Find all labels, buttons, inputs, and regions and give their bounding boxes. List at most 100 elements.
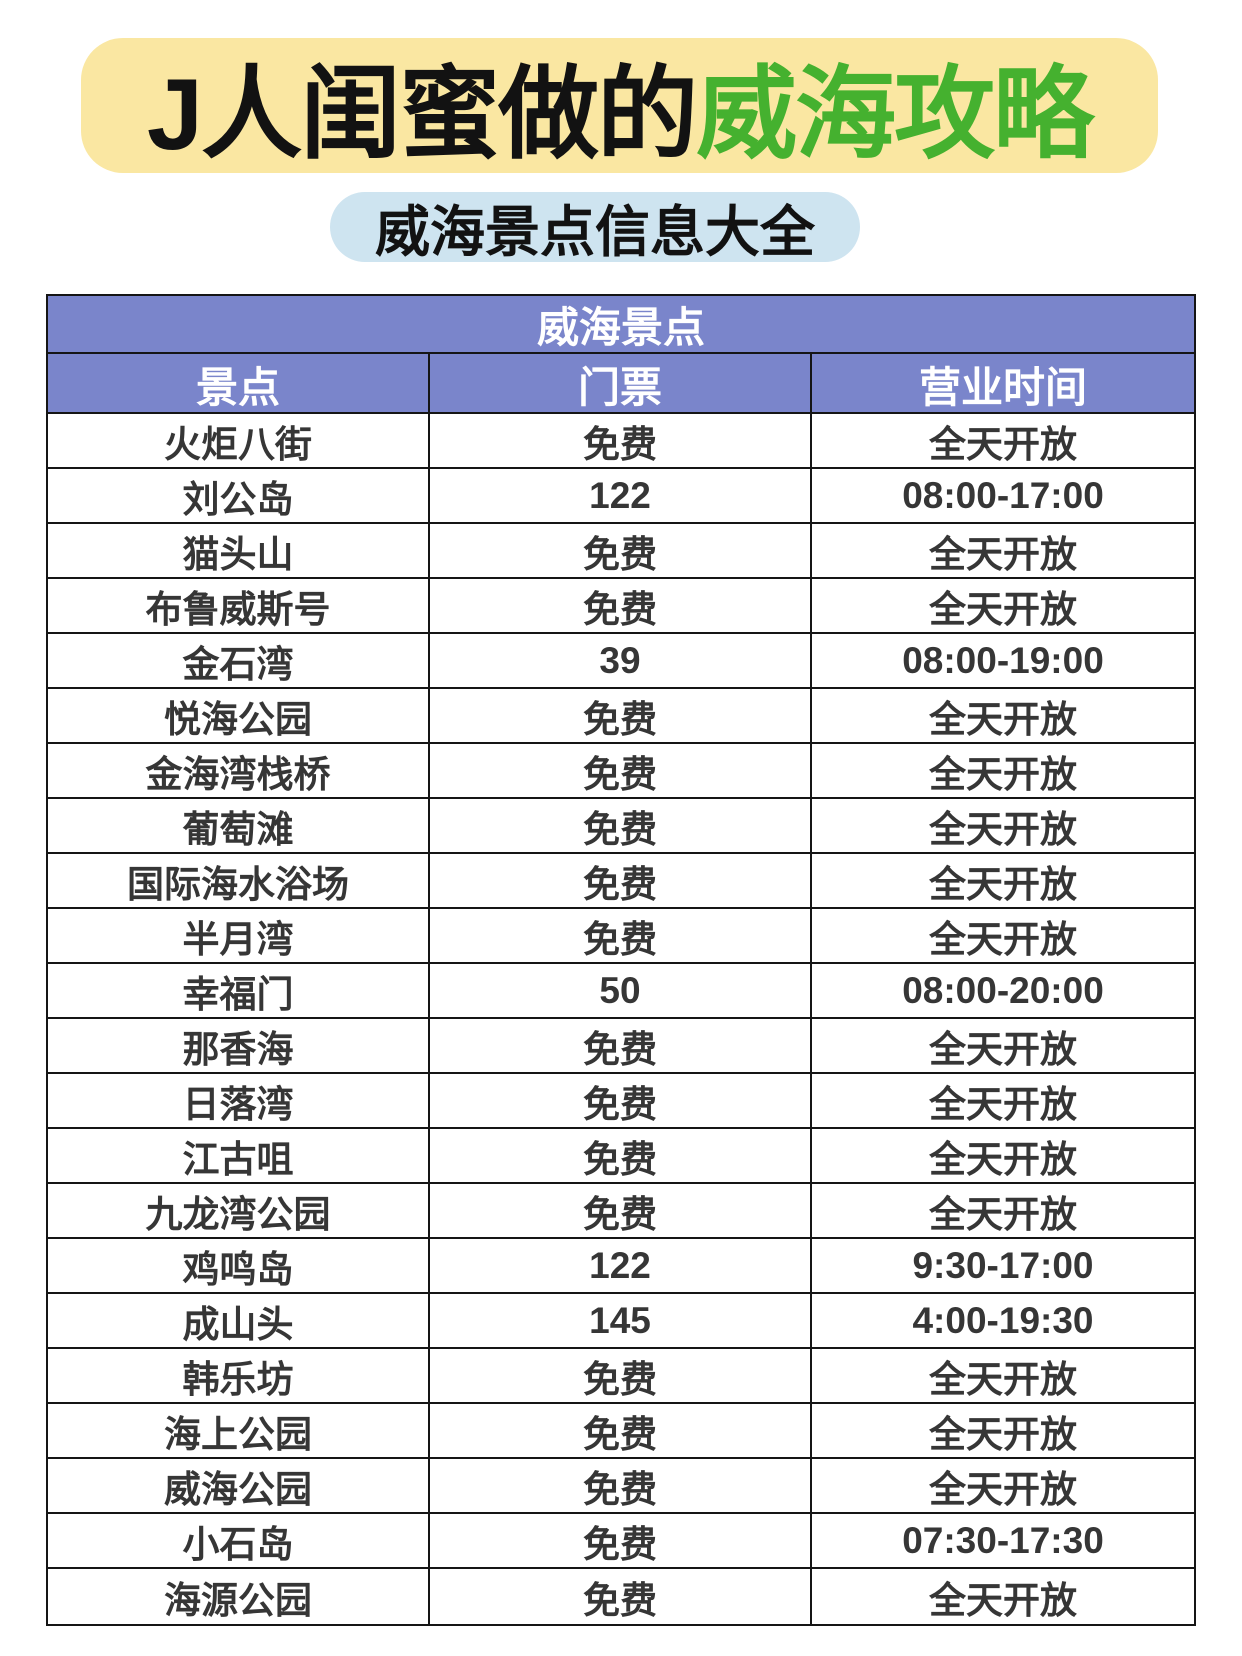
cell-hours: 全天开放 [929, 1579, 1077, 1621]
cell-hours: 全天开放 [929, 1469, 1077, 1510]
cell-hours: 9:30-17:00 [912, 1245, 1094, 1286]
cell-attraction: 成山头 [48, 1294, 430, 1348]
table-title: 威海景点 [48, 296, 1194, 354]
page-title-banner: J人闺蜜做的威海攻略 [81, 38, 1158, 173]
cell-attraction: 火炬八街 [48, 414, 430, 468]
table-row: 国际海水浴场 免费 全天开放 [48, 854, 1194, 909]
table-row: 韩乐坊 免费 全天开放 [48, 1349, 1194, 1404]
cell-hours: 4:00-19:30 [912, 1300, 1094, 1341]
cell-ticket: 50 [430, 964, 812, 1018]
table-row: 鸡鸣岛 122 9:30-17:00 [48, 1239, 1194, 1294]
cell-attraction: 刘公岛 [48, 469, 430, 523]
cell-ticket: 免费 [430, 689, 812, 743]
table-row: 小石岛 免费 07:30-17:30 [48, 1514, 1194, 1569]
cell-hours: 全天开放 [929, 589, 1077, 630]
cell-ticket: 39 [430, 634, 812, 688]
attractions-table: 威海景点 景点 门票 营业时间 火炬八街 免费 全天开放 刘公岛 122 08:00-17… [46, 294, 1196, 1626]
cell-attraction: 悦海公园 [48, 689, 430, 743]
cell-hours: 全天开放 [929, 809, 1077, 850]
table-row: 刘公岛 122 08:00-17:00 [48, 469, 1194, 524]
cell-hours: 08:00-20:00 [902, 970, 1104, 1011]
table-row: 幸福门 50 08:00-20:00 [48, 964, 1194, 1019]
cell-attraction: 布鲁威斯号 [48, 579, 430, 633]
cell-hours: 全天开放 [929, 919, 1077, 960]
page-title-prefix: J人闺蜜做的 [146, 58, 698, 171]
cell-attraction: 日落湾 [48, 1074, 430, 1128]
page-subtitle: 威海景点信息大全 [330, 192, 860, 263]
cell-ticket: 免费 [430, 854, 812, 908]
cell-ticket: 免费 [430, 524, 812, 578]
cell-hours: 全天开放 [929, 1194, 1077, 1235]
table-row: 葡萄滩 免费 全天开放 [48, 799, 1194, 854]
cell-ticket: 免费 [430, 1404, 812, 1458]
column-header-ticket: 门票 [430, 354, 812, 415]
cell-attraction: 海上公园 [48, 1404, 430, 1458]
cell-attraction: 葡萄滩 [48, 799, 430, 853]
cell-ticket: 122 [430, 469, 812, 523]
cell-attraction: 金海湾栈桥 [48, 744, 430, 798]
cell-ticket: 免费 [430, 799, 812, 853]
cell-hours: 全天开放 [929, 699, 1077, 740]
table-row: 悦海公园 免费 全天开放 [48, 689, 1194, 744]
cell-hours: 全天开放 [929, 1029, 1077, 1070]
cell-hours: 全天开放 [929, 754, 1077, 795]
cell-attraction: 小石岛 [48, 1514, 430, 1568]
cell-ticket: 122 [430, 1239, 812, 1293]
cell-ticket: 免费 [430, 414, 812, 468]
cell-hours: 全天开放 [929, 1139, 1077, 1180]
table-row: 海源公园 免费 全天开放 [48, 1569, 1194, 1624]
cell-hours: 全天开放 [929, 1359, 1077, 1400]
cell-hours: 全天开放 [929, 864, 1077, 905]
cell-attraction: 猫头山 [48, 524, 430, 578]
cell-attraction: 鸡鸣岛 [48, 1239, 430, 1293]
table-row: 海上公园 免费 全天开放 [48, 1404, 1194, 1459]
table-row: 九龙湾公园 免费 全天开放 [48, 1184, 1194, 1239]
table-row: 成山头 145 4:00-19:30 [48, 1294, 1194, 1349]
cell-attraction: 江古咀 [48, 1129, 430, 1183]
cell-ticket: 145 [430, 1294, 812, 1348]
cell-ticket: 免费 [430, 1184, 812, 1238]
table-row: 日落湾 免费 全天开放 [48, 1074, 1194, 1129]
cell-ticket: 免费 [430, 1019, 812, 1073]
cell-hours: 全天开放 [929, 1414, 1077, 1455]
cell-ticket: 免费 [430, 579, 812, 633]
cell-ticket: 免费 [430, 1074, 812, 1128]
cell-ticket: 免费 [430, 1514, 812, 1568]
cell-ticket: 免费 [430, 1459, 812, 1513]
table-row: 金海湾栈桥 免费 全天开放 [48, 744, 1194, 799]
cell-ticket: 免费 [430, 744, 812, 798]
cell-hours: 全天开放 [929, 534, 1077, 575]
column-header-attraction: 景点 [48, 354, 430, 415]
cell-ticket: 免费 [430, 1349, 812, 1403]
table-row: 布鲁威斯号 免费 全天开放 [48, 579, 1194, 634]
cell-attraction: 韩乐坊 [48, 1349, 430, 1403]
page-title: J人闺蜜做的威海攻略 [146, 33, 1094, 179]
table-row: 金石湾 39 08:00-19:00 [48, 634, 1194, 689]
cell-ticket: 免费 [430, 1129, 812, 1183]
cell-attraction: 威海公园 [48, 1459, 430, 1513]
cell-ticket: 免费 [430, 1569, 812, 1624]
cell-attraction: 国际海水浴场 [48, 854, 430, 908]
cell-ticket: 免费 [430, 909, 812, 963]
cell-attraction: 幸福门 [48, 964, 430, 1018]
cell-attraction: 半月湾 [48, 909, 430, 963]
table-row: 威海公园 免费 全天开放 [48, 1459, 1194, 1514]
table-row: 江古咀 免费 全天开放 [48, 1129, 1194, 1184]
table-row: 那香海 免费 全天开放 [48, 1019, 1194, 1074]
cell-attraction: 海源公园 [48, 1569, 430, 1624]
table-row: 火炬八街 免费 全天开放 [48, 414, 1194, 469]
cell-hours: 07:30-17:30 [902, 1520, 1104, 1561]
table-row: 猫头山 免费 全天开放 [48, 524, 1194, 579]
cell-hours: 全天开放 [929, 424, 1077, 465]
cell-attraction: 金石湾 [48, 634, 430, 688]
cell-hours: 08:00-19:00 [902, 640, 1104, 681]
cell-hours: 全天开放 [929, 1084, 1077, 1125]
cell-hours: 08:00-17:00 [902, 475, 1104, 516]
table-row: 半月湾 免费 全天开放 [48, 909, 1194, 964]
cell-attraction: 那香海 [48, 1019, 430, 1073]
cell-attraction: 九龙湾公园 [48, 1184, 430, 1238]
table-body: 火炬八街 免费 全天开放 刘公岛 122 08:00-17:00 猫头山 免费 全天开放 布鲁威斯… [48, 414, 1194, 1624]
page-title-highlight: 威海攻略 [696, 58, 1094, 171]
column-header-hours: 营业时间 [918, 364, 1087, 411]
table-column-header-row: 景点 门票 营业时间 [48, 354, 1194, 415]
